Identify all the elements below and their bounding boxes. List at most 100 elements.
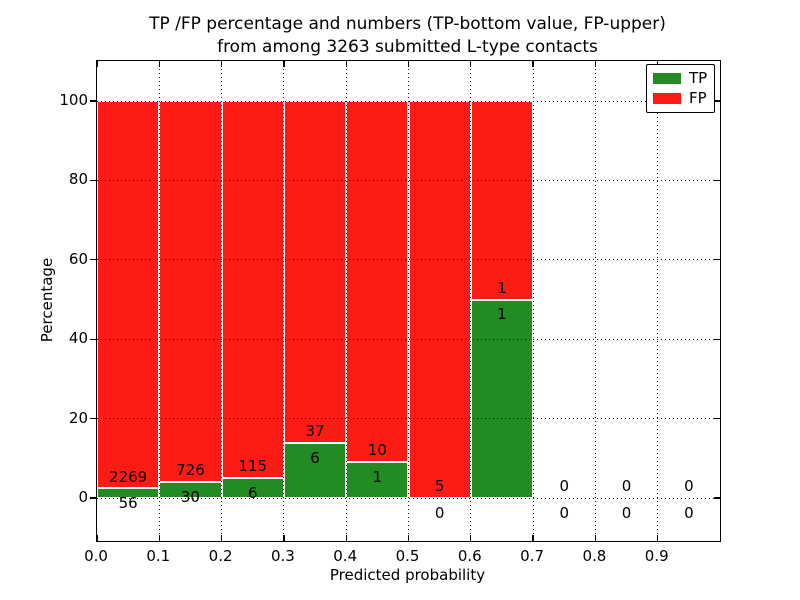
bar-count-label-tp: 0 — [621, 503, 632, 522]
legend-label-tp: TP — [689, 68, 708, 87]
gridline-vertical — [657, 61, 659, 541]
bar-count-label-fp: 726 — [176, 461, 205, 480]
gridline-vertical — [221, 61, 223, 541]
bar-segment-fp — [97, 101, 160, 489]
bar-count-label-tp: 6 — [310, 448, 320, 467]
bar-segment-fp — [283, 101, 347, 443]
bar-count-label-tp: 6 — [247, 484, 258, 503]
x-tick-mark — [96, 535, 98, 541]
y-tick-mark-right — [714, 497, 720, 499]
y-tick-mark — [89, 497, 96, 499]
y-tick-mark — [89, 338, 96, 340]
chart-title-line2: from among 3263 submitted L-type contact… — [217, 37, 598, 57]
x-tick-label: 0.5 — [395, 547, 420, 565]
x-tick-mark — [283, 535, 285, 541]
x-tick-mark-top — [470, 61, 472, 67]
x-tick-mark-top — [407, 61, 410, 67]
y-tick-label: 100 — [59, 91, 88, 109]
legend-label-fp: FP — [689, 89, 707, 108]
y-tick-mark-right — [714, 100, 720, 102]
x-tick-mark-top — [96, 61, 98, 67]
x-tick-label: 0.6 — [457, 547, 482, 565]
chart-title: TP /FP percentage and numbers (TP-bottom… — [96, 13, 719, 59]
bar-count-label-fp: 2269 — [109, 467, 148, 486]
x-tick-mark-top — [594, 61, 597, 67]
y-tick-label: 20 — [68, 408, 88, 427]
x-tick-mark — [345, 535, 347, 541]
x-tick-label: 0.7 — [520, 547, 545, 565]
x-tick-mark — [158, 535, 160, 541]
bar-count-label-fp: 115 — [238, 457, 268, 476]
legend-item-tp: TP — [653, 68, 708, 87]
bar-count-label-fp: 1 — [497, 278, 507, 297]
x-tick-mark — [594, 535, 597, 541]
plot-area: 2269 56 726 30 115 6 37 6 10 1 5 0 1 1 0 0 0 0 0 0 — [89, 60, 721, 542]
legend-item-fp: FP — [653, 91, 708, 106]
bar-segment-fp — [346, 101, 409, 462]
bar-segment-fp — [159, 101, 222, 483]
y-tick-mark — [89, 100, 96, 102]
bar-count-label-tp: 1 — [372, 467, 383, 486]
bar-count-label-tp: 56 — [118, 494, 138, 513]
x-tick-label: 0.4 — [333, 547, 358, 565]
x-tick-mark — [407, 535, 410, 541]
x-tick-mark — [470, 535, 472, 541]
y-tick-label: 60 — [68, 249, 88, 268]
y-tick-label: 80 — [68, 170, 88, 189]
y-tick-mark — [89, 179, 96, 182]
gridline-vertical — [594, 61, 596, 541]
bar-count-label-tp: 1 — [497, 305, 507, 324]
y-axis-label: Percentage — [30, 60, 64, 540]
x-tick-label: 0.2 — [208, 547, 233, 565]
gridline-vertical — [158, 61, 160, 541]
x-axis-label: Predicted probability — [329, 566, 486, 584]
x-tick-mark-top — [158, 61, 160, 67]
x-tick-mark-top — [532, 61, 534, 67]
bar-count-label-fp: 0 — [684, 477, 694, 496]
y-tick-mark-right — [714, 417, 720, 420]
x-tick-mark — [532, 535, 534, 541]
bar-segment-tp — [470, 299, 534, 498]
bar-count-label-fp: 37 — [305, 421, 325, 440]
y-tick-label: 0 — [78, 488, 88, 506]
y-tick-label: 40 — [68, 329, 88, 348]
bar-count-label-tp: 0 — [684, 503, 694, 522]
y-tick-mark-right — [714, 338, 720, 340]
x-tick-label: 0.8 — [582, 547, 607, 565]
gridline-vertical — [408, 61, 409, 541]
bar-count-label-tp: 30 — [180, 488, 200, 507]
bar-count-label-fp: 0 — [621, 477, 632, 496]
fp-swatch-icon — [653, 93, 681, 105]
x-tick-mark-top — [220, 61, 223, 67]
gridline-vertical — [283, 61, 285, 541]
y-tick-mark — [89, 259, 96, 261]
bar-count-label-fp: 5 — [434, 477, 445, 496]
x-tick-mark — [657, 535, 659, 541]
bar-segment-tp — [283, 442, 347, 498]
x-tick-mark-top — [345, 61, 347, 67]
chart-title-line1: TP /FP percentage and numbers (TP-bottom… — [149, 14, 666, 34]
x-tick-mark-top — [283, 61, 285, 67]
bar-count-label-tp: 0 — [434, 503, 445, 522]
bar-segment-fp — [470, 101, 534, 300]
gridline-vertical — [345, 61, 347, 541]
bar-count-label-tp: 0 — [559, 503, 570, 522]
bar-count-label-fp: 10 — [367, 440, 387, 459]
tp-swatch-icon — [653, 72, 681, 84]
bar-segment-fp — [221, 101, 284, 479]
x-tick-label: 0.1 — [146, 547, 171, 565]
x-tick-label: 0.3 — [270, 547, 295, 565]
x-tick-label: 0.9 — [644, 547, 669, 565]
y-tick-mark — [89, 417, 96, 420]
y-tick-mark-right — [714, 179, 720, 182]
bar-segment-fp — [408, 101, 471, 498]
bar-count-label-fp: 0 — [559, 477, 570, 496]
y-tick-mark-right — [714, 259, 720, 261]
x-tick-label: 0.0 — [84, 547, 108, 565]
gridline-vertical — [470, 61, 472, 541]
x-tick-mark — [220, 535, 223, 541]
bar-segment-tp — [346, 461, 409, 498]
gridline-vertical — [532, 61, 534, 541]
legend: TP FP — [646, 64, 715, 113]
